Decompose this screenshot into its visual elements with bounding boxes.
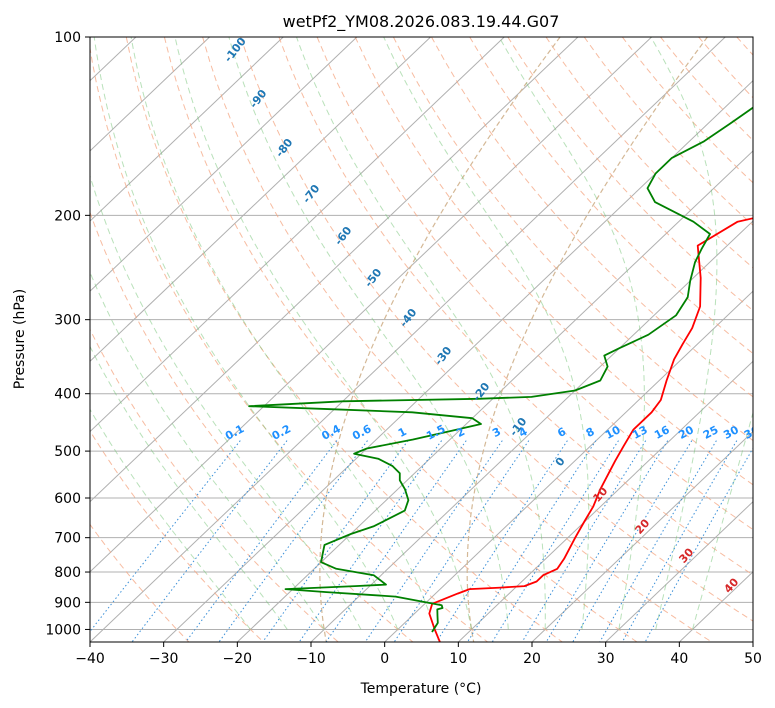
mixing-ratio-line <box>545 440 669 642</box>
y-tick-label: 500 <box>54 444 81 460</box>
isobar-gridlines <box>90 37 753 630</box>
y-tick-label: 300 <box>54 313 81 329</box>
y-axis-label: Pressure (hPa) <box>12 289 28 389</box>
mixing-ratio-line <box>298 440 443 642</box>
moist-adiabat <box>130 37 436 630</box>
reference-curve <box>466 37 708 642</box>
moist-adiabat <box>90 408 251 630</box>
x-tick-label: 30 <box>597 651 615 667</box>
mixing-ratio-line <box>364 440 503 642</box>
isotherm <box>605 500 753 642</box>
y-tick-label: 1000 <box>45 622 81 638</box>
y-tick-label: 900 <box>54 595 81 611</box>
mixing-ratio-label: 20 <box>676 423 696 442</box>
dry-adiabat <box>202 37 712 642</box>
skewed-isotherm-gridlines <box>90 37 753 642</box>
reference-curve <box>319 37 561 642</box>
x-tick-label: −40 <box>75 651 105 667</box>
mixing-ratio-label: 10 <box>603 423 623 442</box>
isotherm <box>90 37 579 503</box>
x-tick-label: −30 <box>149 651 179 667</box>
x-tick-label: 20 <box>523 651 541 667</box>
moist-adiabat <box>90 271 325 630</box>
mixing-ratio-line <box>491 440 619 642</box>
moist-adiabat <box>692 411 753 630</box>
mixing-ratio-label: 36 <box>742 423 762 442</box>
y-tick-label: 700 <box>54 531 81 547</box>
isotherm <box>531 430 753 642</box>
isotherm <box>90 37 505 433</box>
sounding-profiles <box>248 106 753 642</box>
y-tick-label: 100 <box>54 30 81 46</box>
dry-adiabat <box>90 211 414 642</box>
x-tick-label: 40 <box>670 651 688 667</box>
x-tick-label: 0 <box>380 651 389 667</box>
dry-adiabats <box>90 37 753 642</box>
isotherm <box>384 290 753 642</box>
moist-adiabat <box>93 37 399 630</box>
isotherm <box>90 37 284 222</box>
moist-adiabat <box>650 37 718 630</box>
isotherm <box>90 37 652 573</box>
moist-adiabat <box>296 37 546 630</box>
isotherm <box>163 80 753 642</box>
x-axis-ticks: −40 −30 −20 −10 0 10 20 30 40 50 <box>75 642 762 667</box>
mixing-ratio-line <box>90 440 241 633</box>
y-tick-label: 400 <box>54 387 81 403</box>
mixing-ratio-label: 25 <box>701 423 721 442</box>
dry-adiabat <box>240 37 753 622</box>
dry-adiabat <box>354 37 753 486</box>
mixing-ratio-line <box>599 440 717 642</box>
y-axis-ticks: 100 200 300 400 500 600 700 800 900 1000 <box>45 30 90 638</box>
y-tick-label: 200 <box>54 208 81 224</box>
moist-adiabat <box>90 345 288 630</box>
moist-adiabat <box>383 37 590 630</box>
x-tick-label: 50 <box>744 651 762 667</box>
isotherm <box>90 37 358 292</box>
isotherm <box>236 150 753 642</box>
dry-adiabat <box>507 37 753 312</box>
mixing-ratio-line <box>185 440 338 642</box>
chart-title: wetPf2_YM08.2026.083.19.44.G07 <box>283 12 560 32</box>
isotherm <box>90 37 726 642</box>
mixing-ratio-line <box>393 440 530 642</box>
mixing-ratio-line <box>521 440 647 642</box>
dry-adiabat <box>278 37 753 576</box>
moist-adiabat <box>174 37 472 630</box>
plot-frame <box>89 36 754 643</box>
mixing-ratio-line <box>325 440 467 642</box>
x-tick-label: 10 <box>449 651 467 667</box>
dry-adiabat <box>392 37 753 442</box>
isotherm <box>90 37 210 152</box>
x-axis-label: Temperature (°C) <box>360 681 482 697</box>
x-tick-label: −20 <box>223 651 253 667</box>
dry-adiabat <box>90 429 264 642</box>
dry-adiabat <box>125 37 563 642</box>
x-tick-label: −10 <box>296 651 326 667</box>
dewpoint-profile <box>248 106 753 633</box>
mixing-ratio-label: 16 <box>652 423 672 442</box>
y-tick-label: 600 <box>54 491 81 507</box>
dry-adiabat <box>316 37 753 531</box>
mixing-ratio-label: 30 <box>721 423 741 442</box>
moist-adiabats <box>90 37 753 630</box>
dry-adiabat <box>90 45 488 642</box>
dry-adiabat <box>163 37 638 642</box>
isotherm <box>90 37 431 363</box>
moist-adiabat <box>498 37 645 630</box>
isotherm <box>457 360 753 642</box>
temperature-profile <box>428 217 753 642</box>
mixing-ratio-line <box>218 440 368 642</box>
mixing-ratio-label: 13 <box>630 423 650 442</box>
plot-area: -100-90-80-70-60-50-40-30-20-10010203040… <box>90 37 762 642</box>
y-tick-label: 800 <box>54 565 81 581</box>
